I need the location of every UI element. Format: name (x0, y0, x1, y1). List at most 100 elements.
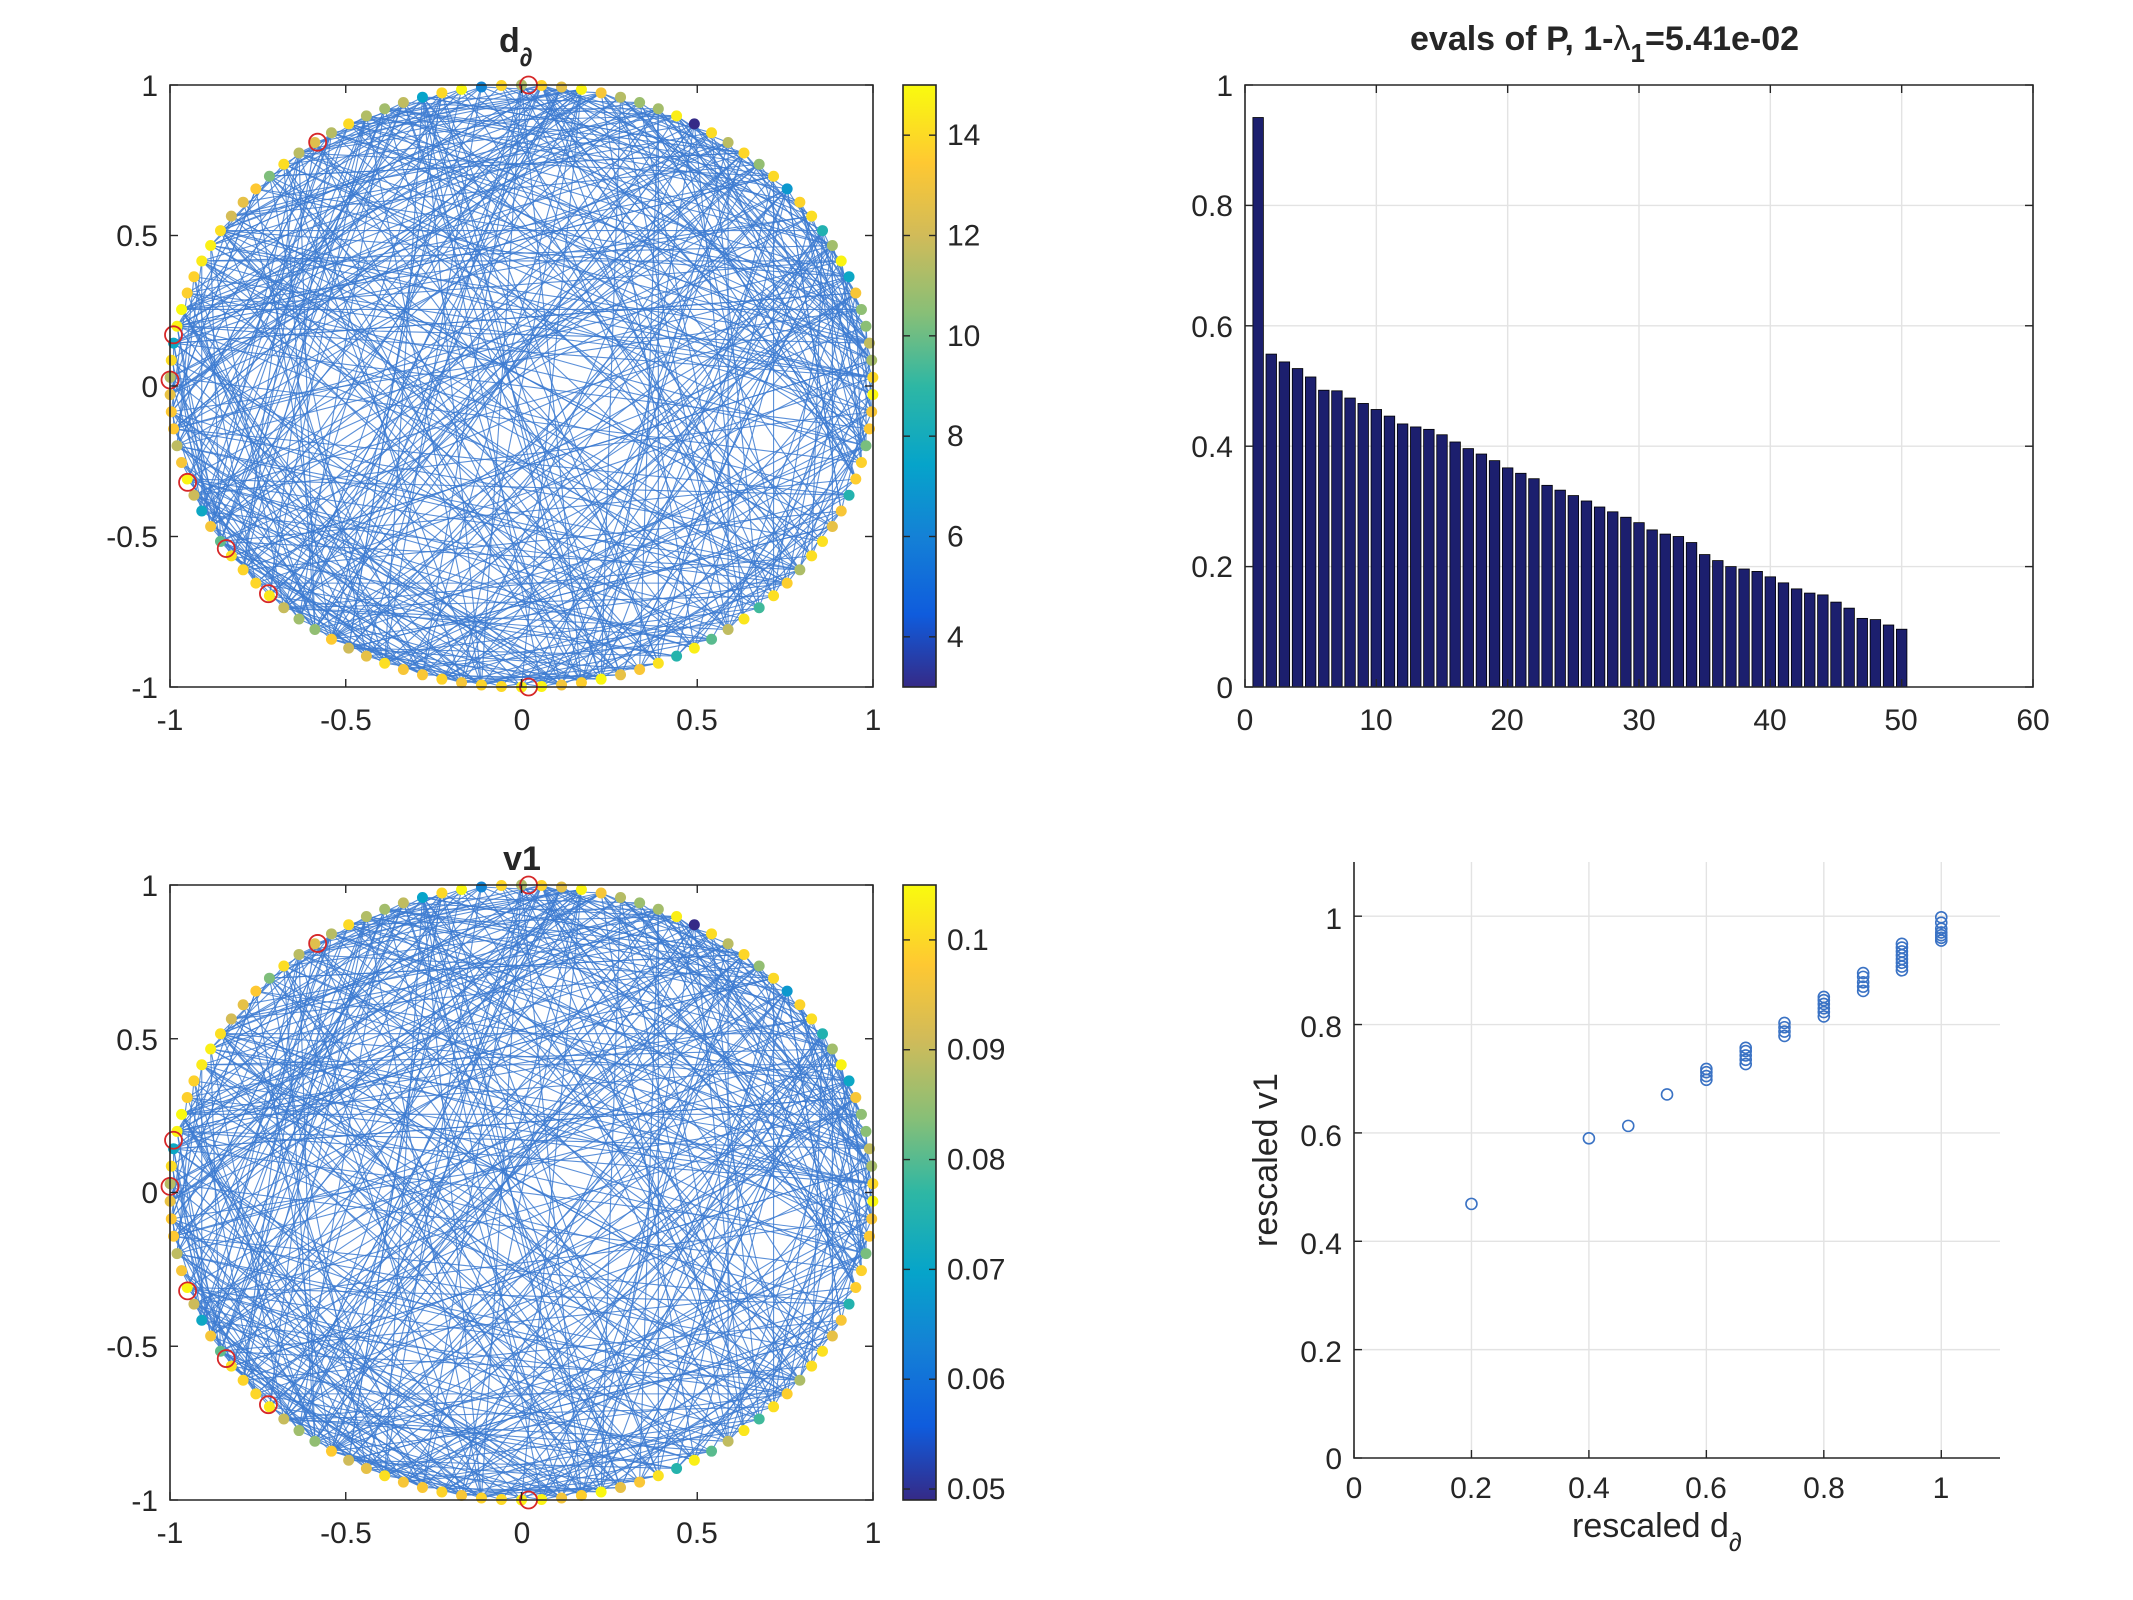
graph-edge (170, 188, 257, 412)
graph-edge (269, 953, 745, 979)
graph-node (188, 489, 200, 501)
graph-edge (461, 674, 621, 684)
graph-edge (799, 1004, 873, 1219)
graph-node (196, 255, 208, 267)
scatter-series (1465, 910, 1948, 1211)
graph-edge (176, 215, 812, 327)
graph-edge (220, 1080, 850, 1352)
graph-node (237, 564, 249, 576)
axes-frame (1353, 862, 2000, 1459)
graph-node (850, 1282, 862, 1294)
graph-node (826, 240, 838, 252)
graph-edge (269, 977, 760, 1420)
graph-node (738, 613, 750, 625)
panel-rescaled-scatter: 0 0.2 0.4 0.6 0.8 1 1 0.8 0.6 0.4 0.2 0 … (1247, 862, 2000, 1557)
graph-node (205, 520, 217, 532)
graph-node (181, 1091, 193, 1103)
graph-node (263, 590, 275, 602)
graph-edge (348, 647, 677, 657)
graph-edge (298, 152, 463, 683)
graph-node (325, 928, 337, 940)
x-tick-label: 0.8 (1803, 1472, 1845, 1505)
graph-edge (242, 85, 543, 571)
graph-node (165, 354, 177, 366)
graph-edge (173, 886, 482, 1150)
graph-edge (314, 943, 695, 1461)
graph-edge (799, 360, 873, 570)
scatter-point (1465, 1197, 1478, 1211)
scatter-point (1739, 1044, 1753, 1058)
x-tick-label: -0.5 (320, 704, 372, 737)
graph-edge (181, 309, 386, 664)
graph-edge (283, 276, 850, 609)
graph-edge (193, 990, 788, 1305)
x-tick-label: 0 (1237, 704, 1254, 737)
graph-edge (314, 142, 729, 630)
graph-edge (600, 92, 857, 480)
colorbar-tick-label: 0.05 (947, 1473, 1005, 1506)
bar (1804, 592, 1816, 688)
graph-edge (186, 163, 760, 480)
graph-node (860, 1125, 872, 1137)
graph-node (595, 887, 607, 899)
graph-node (556, 679, 568, 691)
graph-edge (193, 276, 257, 584)
scatter-point (1778, 1020, 1791, 1034)
graph-edge (501, 662, 659, 688)
graph-edge (268, 908, 659, 1408)
graph-edge (176, 933, 332, 1132)
y-tick-label: 1 (1216, 70, 1233, 103)
graph-edge (421, 897, 482, 1499)
graph-node (181, 473, 193, 485)
graph-node (835, 505, 847, 517)
graph-node (688, 642, 700, 654)
graph-edge (269, 595, 423, 676)
graph-edge (242, 152, 300, 570)
graph-node (671, 650, 683, 662)
graph-node (615, 891, 627, 903)
graph-edge (169, 123, 695, 378)
graph-edge (600, 92, 873, 361)
graph-edge (176, 132, 332, 327)
graph-edge (171, 1218, 760, 1420)
graph-edge (169, 892, 602, 1202)
graph-node (794, 999, 806, 1011)
graph-edge (169, 141, 729, 396)
graph-edge (176, 1130, 870, 1150)
graph-edge (501, 885, 862, 1272)
graph-node (293, 613, 305, 625)
graph-edge (422, 896, 640, 904)
graph-edge (298, 953, 870, 1150)
graph-node (416, 91, 428, 103)
graph-node (278, 158, 290, 170)
graph-node (309, 136, 321, 148)
graph-edge (220, 478, 856, 542)
graph-node (360, 110, 372, 122)
graph-node (817, 1345, 829, 1357)
graph-edge (283, 163, 870, 430)
graph-node (738, 147, 750, 159)
graph-node (456, 884, 468, 896)
graph-edge (181, 92, 602, 310)
graph-edge (620, 897, 870, 1150)
colorbar-tick-label: 4 (947, 621, 964, 654)
graph-edge (169, 108, 659, 378)
graph-node (794, 196, 806, 208)
graph-node (397, 1476, 409, 1488)
graph-edge (314, 943, 729, 1442)
bar (1357, 403, 1369, 688)
x-tick-label: 40 (1753, 704, 1786, 737)
graph-node (293, 948, 305, 960)
graph-node (575, 83, 587, 95)
graph-edge (255, 92, 443, 190)
bar (1896, 628, 1908, 688)
graph-edge (170, 1165, 502, 1500)
graph-edge (231, 933, 712, 1020)
graph-edge (193, 1018, 812, 1305)
graph-edge (193, 188, 788, 496)
graph-edge (600, 924, 695, 1493)
y-tick-label: -1 (131, 672, 158, 705)
graph-edge (201, 260, 621, 676)
x-tick-label: 0 (514, 704, 531, 737)
graph-edge (298, 892, 602, 955)
